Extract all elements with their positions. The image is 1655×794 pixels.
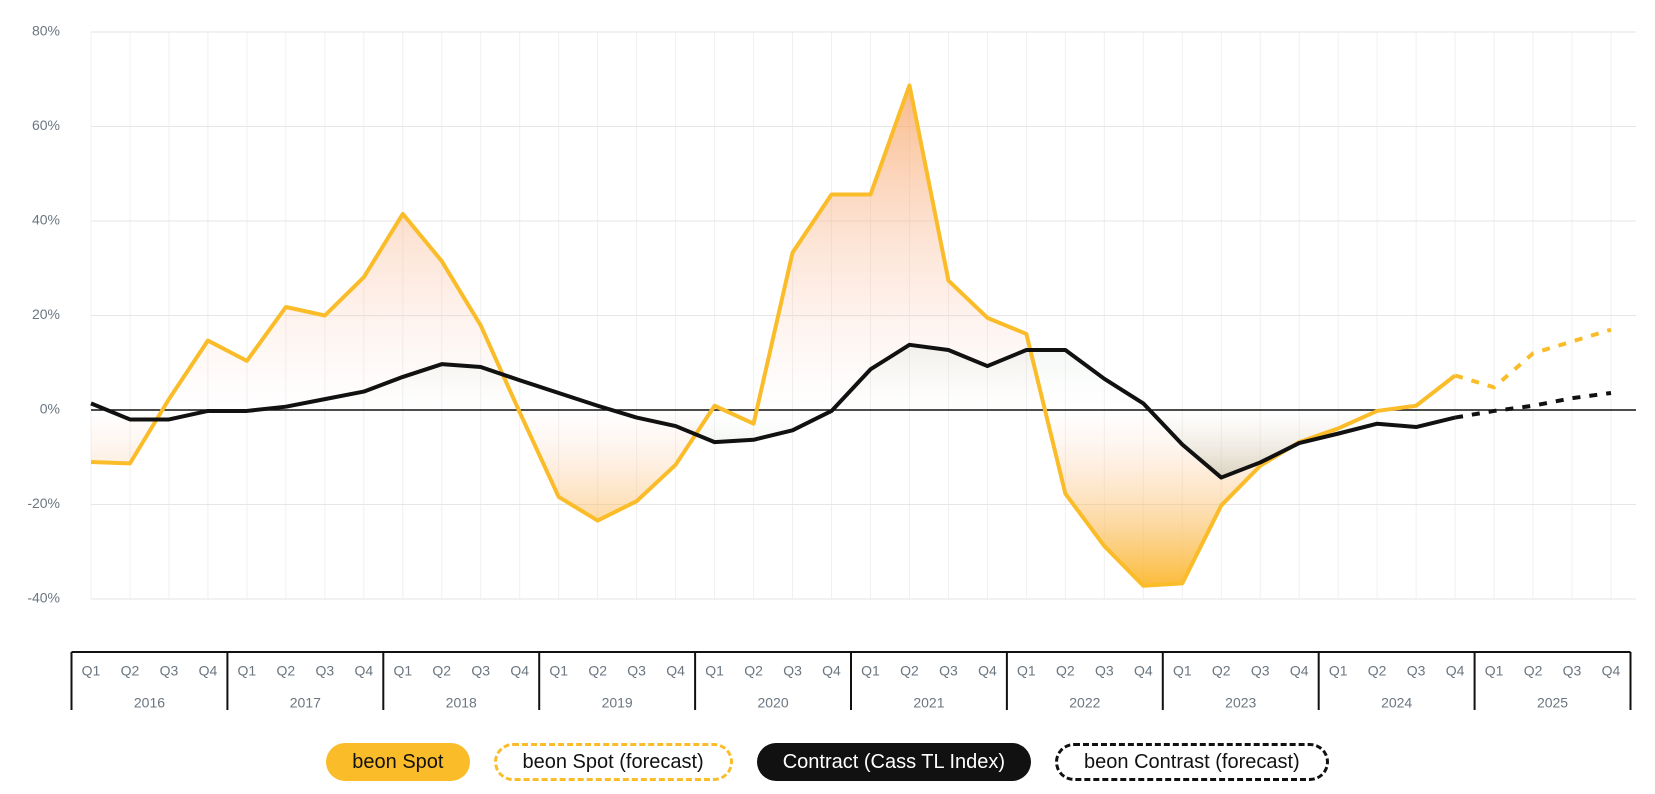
legend-item: beon Spot — [326, 743, 470, 781]
year-label: 2025 — [1537, 695, 1568, 711]
series-area — [91, 344, 1456, 478]
series-line — [90, 83, 1457, 588]
x-tick-label: Q1 — [1173, 663, 1192, 679]
x-tick-label: Q1 — [238, 663, 257, 679]
x-tick-label: Q1 — [705, 663, 724, 679]
y-tick-label: -20% — [27, 495, 60, 511]
series-line — [90, 342, 1456, 480]
x-tick-label: Q4 — [354, 663, 373, 679]
legend: beon Spot beon Spot (forecast) Contract (C… — [0, 743, 1655, 781]
x-tick-label: Q1 — [1017, 663, 1036, 679]
x-tick-label: Q2 — [588, 663, 607, 679]
x-tick-label: Q4 — [510, 663, 529, 679]
year-label: 2019 — [602, 695, 633, 711]
x-tick-label: Q3 — [160, 663, 179, 679]
x-tick-label: Q4 — [666, 663, 685, 679]
x-tick-label: Q3 — [471, 663, 490, 679]
y-tick-label: 60% — [32, 117, 60, 133]
x-tick-label: Q1 — [549, 663, 568, 679]
x-tick-label: Q2 — [900, 663, 919, 679]
year-label: 2022 — [1069, 695, 1100, 711]
x-tick-label: Q2 — [1524, 663, 1543, 679]
year-label: 2020 — [757, 695, 788, 711]
chart: -40% -20% 0% 20% 40% 60% 80% Q1 Q2 Q3 Q4 Q1 Q2 Q3 Q4 Q1… — [27, 23, 1636, 711]
x-tick-label: Q2 — [744, 663, 763, 679]
year-label: 2016 — [134, 695, 165, 711]
x-tick-label: Q1 — [82, 663, 101, 679]
x-tick-label: Q4 — [1446, 663, 1465, 679]
x-tick-label: Q1 — [393, 663, 412, 679]
x-tick-label: Q3 — [316, 663, 335, 679]
x-tick-label: Q4 — [1602, 663, 1621, 679]
legend-item: Contract (Cass TL Index) — [756, 743, 1032, 781]
year-label: 2018 — [446, 695, 477, 711]
x-tick-label: Q3 — [939, 663, 958, 679]
x-tick-label: Q2 — [1368, 663, 1387, 679]
x-tick-label: Q4 — [1134, 663, 1153, 679]
x-tick-label: Q4 — [978, 663, 997, 679]
x-tick-label: Q2 — [432, 663, 451, 679]
year-label: 2024 — [1381, 695, 1412, 711]
legend-item: beon Contrast (forecast) — [1055, 743, 1329, 781]
year-label: 2023 — [1225, 695, 1256, 711]
x-tick-label: Q4 — [199, 663, 218, 679]
x-tick-label: Q3 — [1251, 663, 1270, 679]
x-tick-label: Q3 — [783, 663, 802, 679]
legend-item: beon Spot (forecast) — [493, 743, 733, 781]
y-tick-label: 20% — [32, 306, 60, 322]
x-tick-label: Q4 — [1290, 663, 1309, 679]
series-area — [91, 85, 1456, 586]
series-line — [1454, 327, 1612, 390]
y-tick-label: -40% — [27, 590, 60, 606]
x-tick-label: Q2 — [121, 663, 140, 679]
x-tick-label: Q3 — [1095, 663, 1114, 679]
x-tick-label: Q1 — [861, 663, 880, 679]
x-tick-label: Q1 — [1485, 663, 1504, 679]
x-tick-label: Q4 — [822, 663, 841, 679]
year-label: 2021 — [913, 695, 944, 711]
year-label: 2017 — [290, 695, 321, 711]
x-tick-label: Q1 — [1329, 663, 1348, 679]
x-tick-label: Q2 — [1056, 663, 1075, 679]
x-tick-label: Q2 — [1212, 663, 1231, 679]
x-tick-label: Q3 — [1407, 663, 1426, 679]
x-tick-label: Q3 — [1563, 663, 1582, 679]
y-tick-label: 40% — [32, 212, 60, 228]
x-tick-label: Q3 — [627, 663, 646, 679]
y-tick-label: 80% — [32, 23, 60, 39]
x-tick-label: Q2 — [277, 663, 296, 679]
y-tick-label: 0% — [40, 401, 60, 417]
